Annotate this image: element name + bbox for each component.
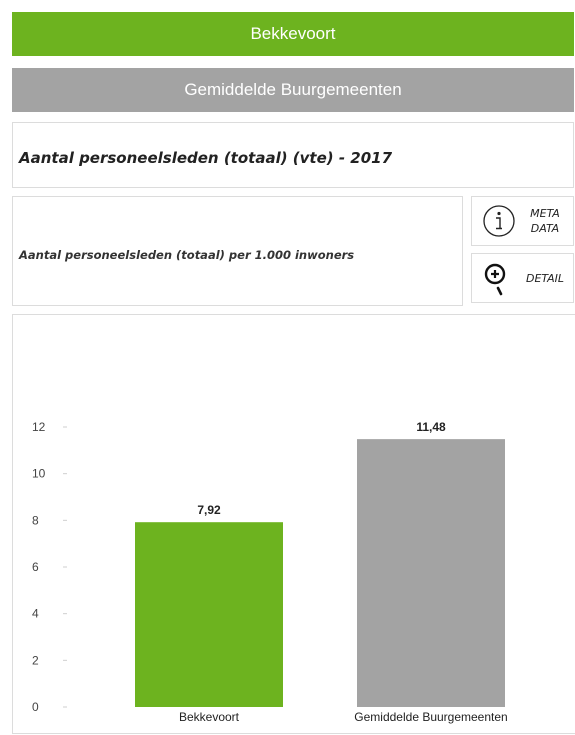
y-tick-label: 10: [32, 467, 46, 481]
indicator-title-panel: Aantal personeelsleden (totaal) (vte) - …: [12, 122, 574, 188]
metadata-label-line1: META: [530, 207, 560, 220]
info-icon: [483, 205, 515, 237]
metadata-label-line2: DATA: [530, 222, 560, 235]
bar: [357, 439, 505, 707]
data-label: 11,48: [416, 420, 446, 434]
y-tick-label: 8: [32, 513, 39, 527]
bar: [135, 522, 283, 707]
data-label: 7,92: [197, 503, 221, 517]
metadata-button[interactable]: META DATA: [471, 196, 574, 246]
y-tick-label: 0: [32, 700, 39, 714]
detail-button[interactable]: DETAIL: [471, 253, 574, 303]
indicator-title: Aantal personeelsleden (totaal) (vte) - …: [19, 149, 393, 167]
comparison-name: Gemiddelde Buurgemeenten: [184, 80, 402, 99]
comparison-header: Gemiddelde Buurgemeenten: [12, 68, 574, 112]
chart-panel: 0 2 4 6 8 10 12 7,92 Bekkevoort 11,48 Gemiddelde B…: [12, 314, 575, 734]
category-label: Gemiddelde Buurgemeenten: [354, 710, 507, 724]
detail-button-label: DETAIL: [525, 272, 565, 285]
category-label: Bekkevoort: [179, 710, 240, 724]
y-tick-label: 6: [32, 560, 39, 574]
municipality-name: Bekkevoort: [250, 24, 336, 43]
zoom-in-icon: [484, 263, 506, 296]
y-tick-label: 4: [32, 607, 39, 621]
y-tick-label: 12: [32, 420, 46, 434]
y-tick-label: 2: [32, 653, 39, 667]
metadata-button-label: META DATA: [524, 206, 566, 236]
bar-chart: 0 2 4 6 8 10 12 7,92 Bekkevoort 11,48 Gemiddelde B…: [32, 420, 508, 724]
municipality-header: Bekkevoort: [12, 12, 574, 56]
indicator-subtitle: Aantal personeelsleden (totaal) per 1.00…: [19, 248, 355, 262]
indicator-subtitle-panel: Aantal personeelsleden (totaal) per 1.00…: [12, 196, 463, 306]
